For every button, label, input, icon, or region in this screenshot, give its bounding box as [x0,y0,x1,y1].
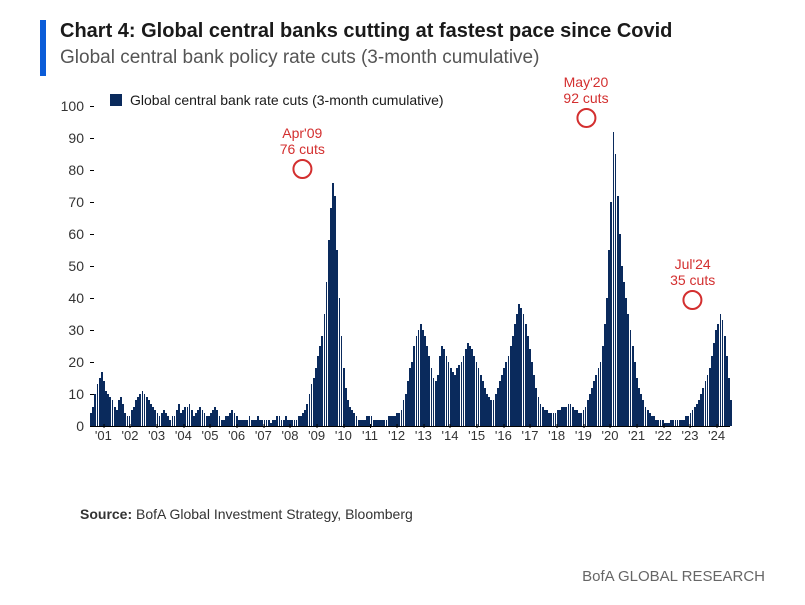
annotation-label-value: 35 cuts [670,272,715,288]
annotation-label-date: Jul'24 [670,256,715,272]
annotation: Jul'2435 cuts [670,256,715,310]
x-tick: '21 [628,428,645,443]
x-tick: '22 [655,428,672,443]
annotation-label-date: May'20 [563,74,608,90]
source-text: BofA Global Investment Strategy, Bloombe… [132,506,413,522]
y-tick: 0 [50,418,90,434]
x-tick: '06 [228,428,245,443]
x-tick: '15 [468,428,485,443]
x-tick: '24 [708,428,725,443]
bars-group [90,106,730,426]
x-tick: '07 [255,428,272,443]
y-tick: 30 [50,322,90,338]
bar [730,400,732,426]
x-tick: '10 [335,428,352,443]
chart-container: Chart 4: Global central banks cutting at… [0,0,805,562]
annotation-circle [292,159,312,179]
x-tick: '16 [495,428,512,443]
y-tick: 50 [50,258,90,274]
annotation-circle [683,290,703,310]
x-tick: '08 [282,428,299,443]
annotation-circle [576,108,596,128]
y-tick: 100 [50,98,90,114]
y-tick: 10 [50,386,90,402]
y-tick: 80 [50,162,90,178]
y-tick: 70 [50,194,90,210]
legend-swatch [110,94,122,106]
title-block: Chart 4: Global central banks cutting at… [40,20,765,76]
chart-title: Chart 4: Global central banks cutting at… [60,20,672,43]
x-tick: '09 [308,428,325,443]
y-tick: 60 [50,226,90,242]
annotation: Apr'0976 cuts [280,125,325,179]
annotation: May'2092 cuts [563,74,608,128]
x-tick: '18 [548,428,565,443]
x-tick: '12 [388,428,405,443]
y-tick: 40 [50,290,90,306]
plot-area [90,106,730,427]
x-tick: '03 [148,428,165,443]
x-tick: '01 [95,428,112,443]
x-tick: '19 [575,428,592,443]
annotation-label-value: 92 cuts [563,90,608,106]
x-tick: '23 [682,428,699,443]
brand-label: BofA GLOBAL RESEARCH [582,568,765,585]
x-tick: '02 [122,428,139,443]
x-tick: '04 [175,428,192,443]
annotation-label-value: 76 cuts [280,141,325,157]
x-tick: '11 [362,428,378,443]
x-tick: '17 [522,428,539,443]
chart-area: Global central bank rate cuts (3-month c… [50,96,750,476]
title-accent-bar [40,20,46,76]
x-tick: '14 [442,428,459,443]
chart-subtitle: Global central bank policy rate cuts (3-… [60,47,672,69]
x-tick: '13 [415,428,432,443]
annotation-label-date: Apr'09 [280,125,325,141]
y-tick: 90 [50,130,90,146]
source-label: Source: [80,506,132,522]
x-tick: '05 [202,428,219,443]
x-tick: '20 [602,428,619,443]
y-tick: 20 [50,354,90,370]
source-line: Source: BofA Global Investment Strategy,… [80,506,765,522]
